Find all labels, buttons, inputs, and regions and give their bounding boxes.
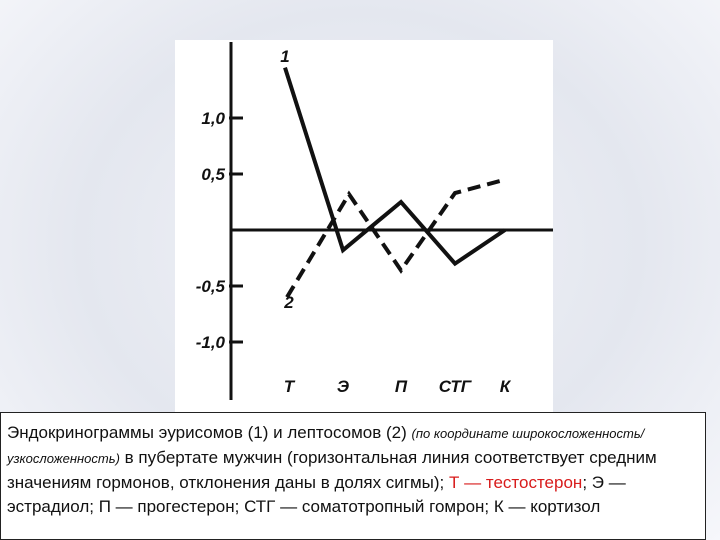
x-tick-label: СТГ (439, 377, 473, 396)
y-tick-label: 1,0 (201, 109, 225, 128)
y-tick-label: -0,5 (196, 277, 226, 296)
caption-text-3: в пубертате мужчин (горизонтальная линия… (7, 448, 657, 492)
x-tick-label: Э (337, 377, 349, 396)
caption-text-small: (по координате широкосложенность/узкосло… (7, 426, 645, 466)
x-tick-label: К (500, 377, 512, 396)
x-tick-label: Т (284, 377, 296, 396)
caption-text-testosterone: Т — тестостерон (449, 473, 583, 492)
chart-panel: 1,0 0,5 -0,5 -1,0 Т Э П СТГ К 1 2 (175, 40, 553, 412)
series-1-line (283, 66, 507, 267)
series-2-line (285, 177, 506, 299)
y-tick-label: -1,0 (196, 333, 226, 352)
series-2-label: 2 (283, 293, 294, 312)
endocrinogram-chart: 1,0 0,5 -0,5 -1,0 Т Э П СТГ К 1 2 (196, 42, 553, 400)
figure-caption: Эндокринограммы эурисомов (1) и лептосом… (0, 412, 706, 540)
x-tick-label: П (395, 377, 408, 396)
caption-text-5: ; Э — эстрадиол; П — прогестерон; СТГ — … (7, 473, 626, 516)
y-tick-label: 0,5 (201, 165, 225, 184)
series-1-label: 1 (280, 47, 289, 66)
caption-text-1: Эндокринограммы эурисомов (1) и лептосом… (7, 423, 407, 442)
